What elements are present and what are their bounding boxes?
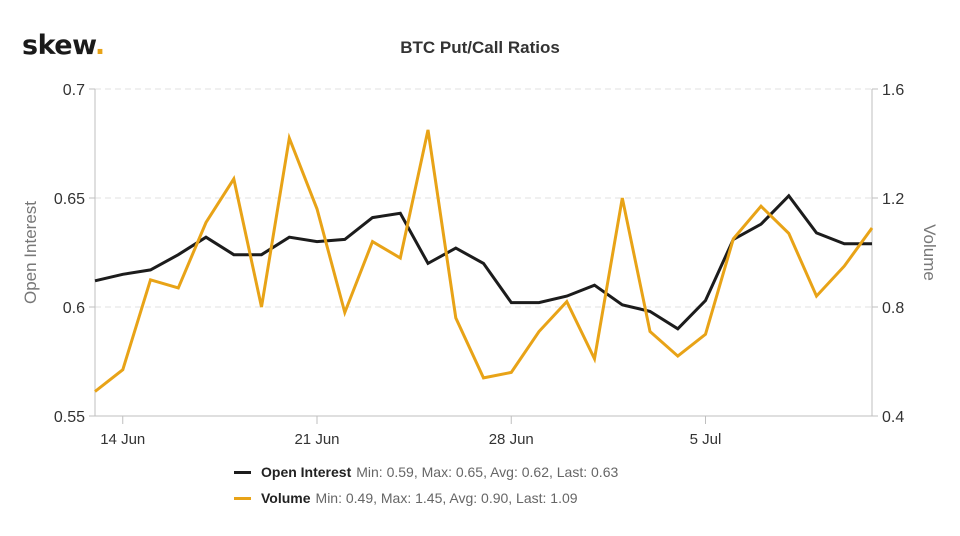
x-tick-label: 28 Jun bbox=[489, 431, 534, 448]
y-left-tick-label: 0.6 bbox=[63, 300, 85, 317]
y-right-tick-label: 0.8 bbox=[882, 300, 904, 317]
y-right-tick-label: 1.2 bbox=[882, 191, 904, 208]
series-line-open-interest bbox=[94, 193, 872, 331]
y-right-tick-label: 0.4 bbox=[882, 409, 904, 426]
legend-swatch-open-interest bbox=[234, 470, 251, 474]
legend-item-open-interest[interactable]: Open Interest Min: 0.59, Max: 0.65, Avg:… bbox=[234, 459, 618, 485]
x-tick-label: 5 Jul bbox=[690, 431, 722, 448]
legend: Open Interest Min: 0.59, Max: 0.65, Avg:… bbox=[234, 459, 618, 511]
y-left-tick-label: 0.65 bbox=[54, 191, 85, 208]
x-tick-label: 14 Jun bbox=[100, 431, 145, 448]
chart-title: BTC Put/Call Ratios bbox=[400, 38, 560, 57]
x-tick-label: 21 Jun bbox=[294, 431, 339, 448]
legend-series-name: Open Interest bbox=[261, 464, 352, 480]
legend-series-stats: Min: 0.49, Max: 1.45, Avg: 0.90, Last: 1… bbox=[315, 490, 578, 506]
y-right-axis-title: Volume bbox=[920, 224, 939, 281]
legend-swatch-volume bbox=[234, 496, 251, 500]
y-left-axis-title: Open Interest bbox=[21, 201, 40, 304]
legend-item-volume[interactable]: Volume Min: 0.49, Max: 1.45, Avg: 0.90, … bbox=[234, 485, 618, 511]
y-left-tick-label: 0.55 bbox=[54, 409, 85, 426]
y-left-tick-label: 0.7 bbox=[63, 82, 85, 99]
legend-series-stats: Min: 0.59, Max: 0.65, Avg: 0.62, Last: 0… bbox=[356, 464, 619, 480]
legend-series-name: Volume bbox=[261, 490, 311, 506]
brand-logo: skew. bbox=[22, 30, 105, 61]
series-line-volume bbox=[94, 129, 874, 393]
y-right-tick-label: 1.6 bbox=[882, 82, 904, 99]
